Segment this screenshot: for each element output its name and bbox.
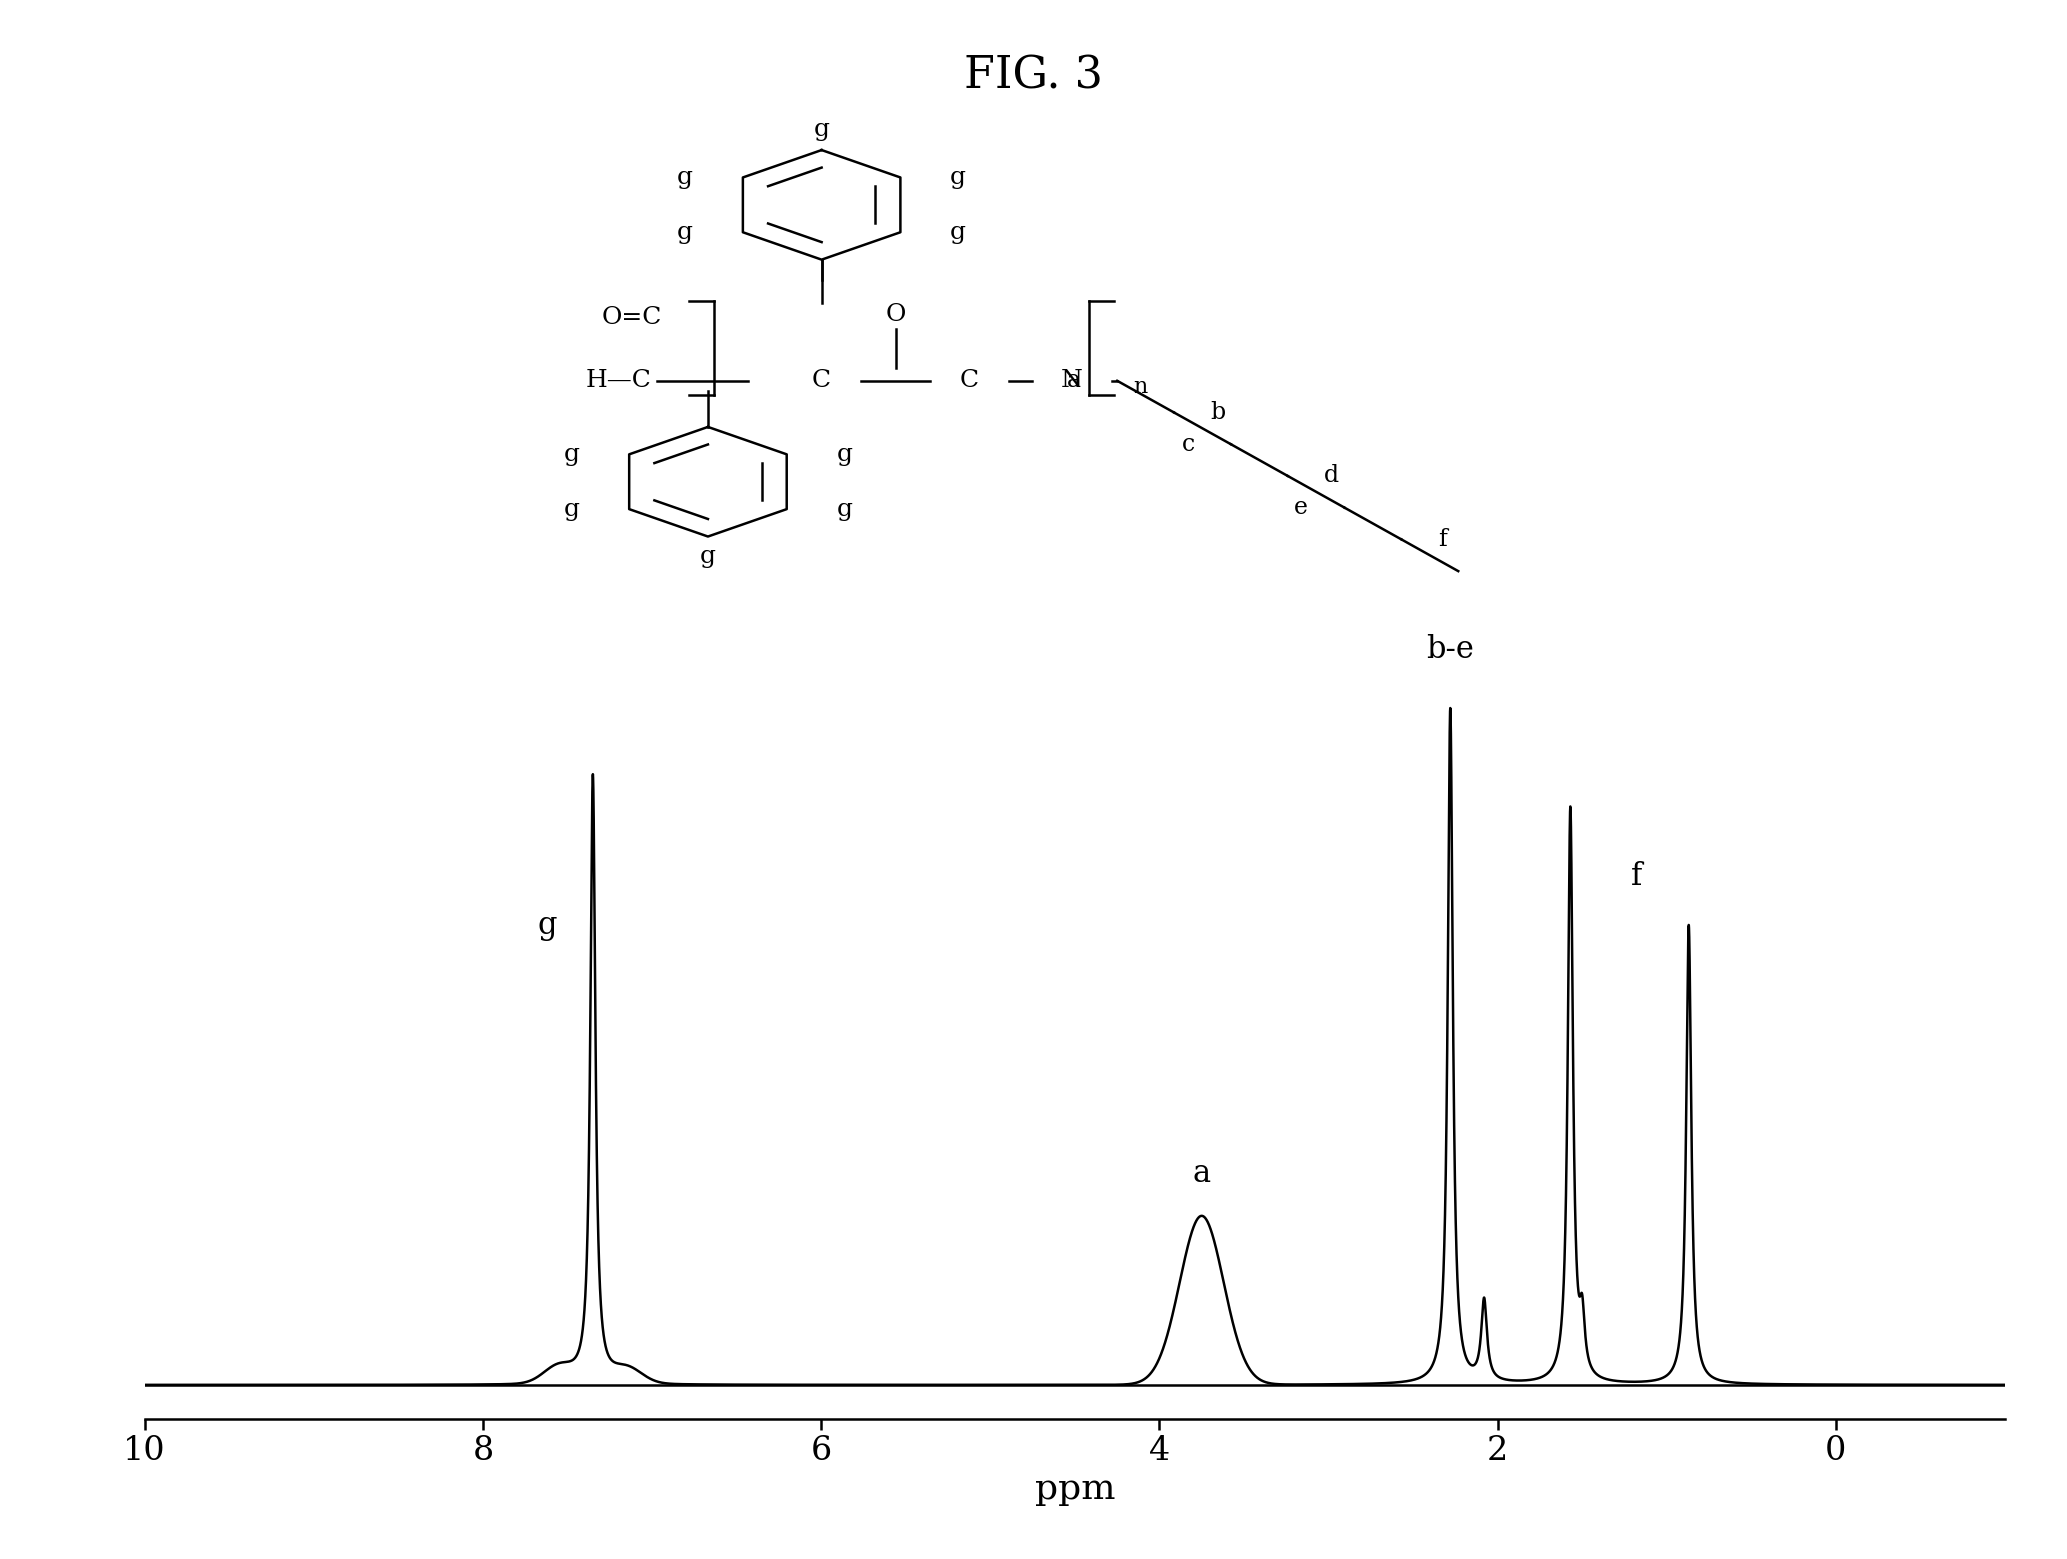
Text: f: f <box>1631 861 1641 892</box>
Text: b-e: b-e <box>1426 635 1474 666</box>
Text: g: g <box>837 443 852 466</box>
Text: FIG. 3: FIG. 3 <box>963 55 1104 98</box>
Text: n: n <box>1133 376 1147 398</box>
Text: c: c <box>1182 433 1195 455</box>
Text: a: a <box>1067 369 1081 393</box>
Text: O=C: O=C <box>601 306 661 329</box>
Text: a: a <box>1193 1158 1211 1190</box>
Text: C: C <box>959 369 980 393</box>
Text: N: N <box>1060 369 1083 393</box>
Text: g: g <box>564 497 579 521</box>
Text: g: g <box>564 443 579 466</box>
Text: e: e <box>1294 496 1308 519</box>
X-axis label: ppm: ppm <box>1036 1472 1114 1506</box>
Text: g: g <box>678 165 692 189</box>
Text: g: g <box>951 221 965 243</box>
Text: H—C: H—C <box>585 369 651 393</box>
Text: g: g <box>701 546 715 567</box>
Text: g: g <box>951 165 965 189</box>
Text: b: b <box>1211 401 1226 424</box>
Text: g: g <box>537 910 556 942</box>
Text: g: g <box>814 118 829 142</box>
Text: g: g <box>837 497 852 521</box>
Text: C: C <box>812 369 831 393</box>
Text: f: f <box>1439 529 1447 550</box>
Text: g: g <box>678 221 692 243</box>
Text: d: d <box>1325 465 1339 488</box>
Text: O: O <box>885 302 905 326</box>
